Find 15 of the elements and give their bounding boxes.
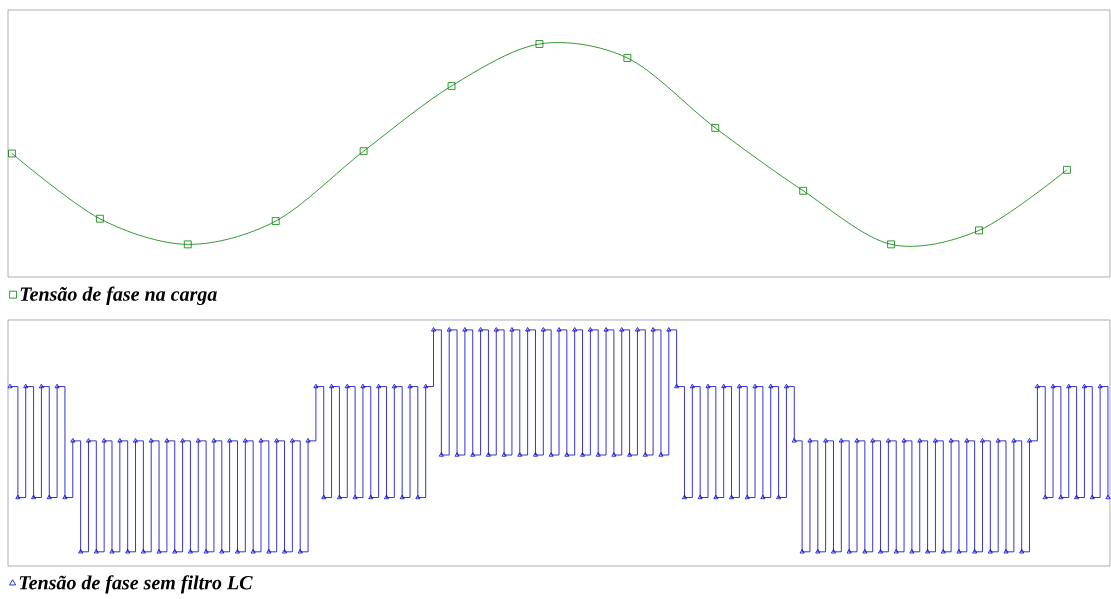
point	[271, 217, 280, 225]
point	[711, 124, 720, 132]
legend-label: Tensão de fase na carga	[20, 286, 217, 305]
point	[183, 240, 192, 249]
point	[1063, 165, 1071, 174]
point	[359, 147, 368, 156]
point	[623, 54, 632, 62]
point	[887, 240, 895, 249]
point	[96, 214, 104, 223]
point	[8, 149, 16, 158]
point	[447, 82, 456, 90]
point	[799, 186, 808, 195]
legend-label: Tensão de fase sem filtro LC	[19, 575, 253, 594]
point	[535, 40, 544, 48]
point	[975, 226, 983, 235]
